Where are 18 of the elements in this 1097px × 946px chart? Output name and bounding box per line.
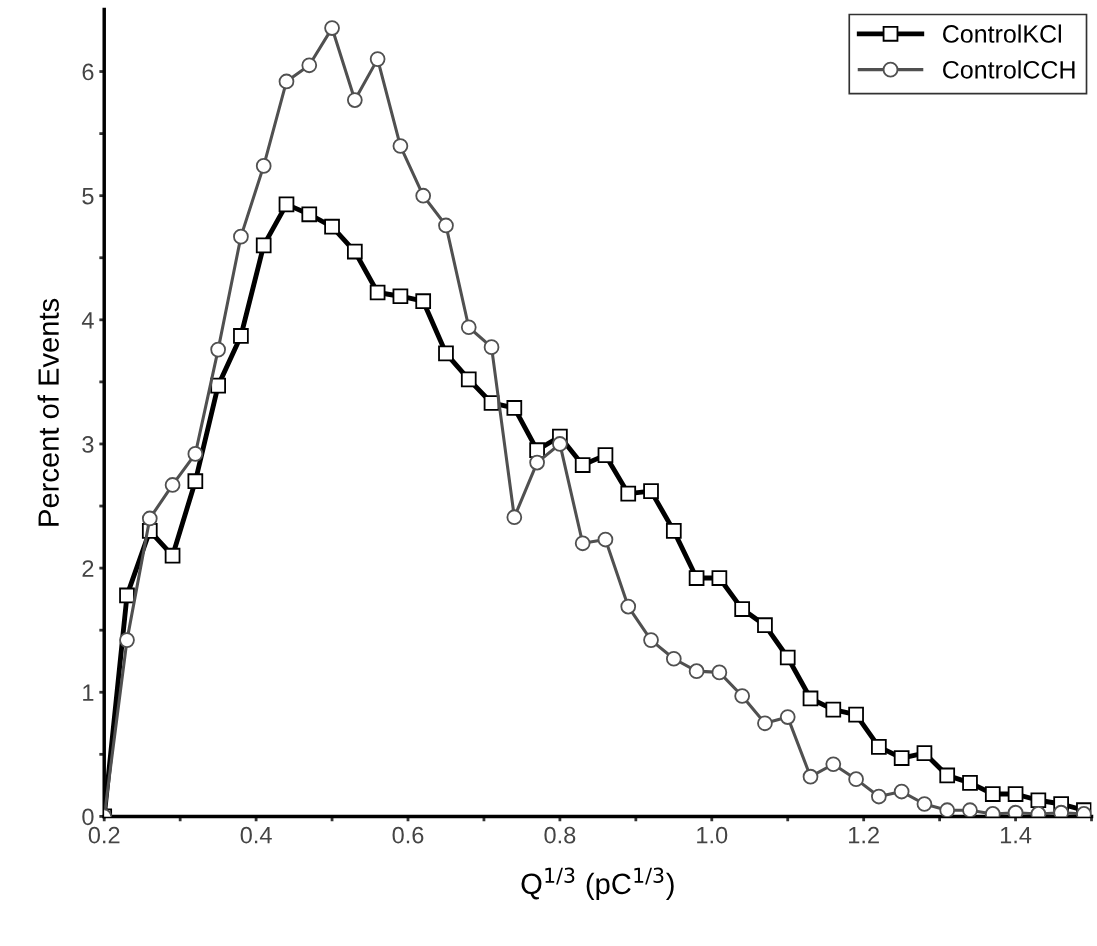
y-tick-label: 6 — [82, 63, 94, 81]
legend-label: ControlCCH — [943, 60, 1075, 79]
y-tick-label: 3 — [82, 436, 94, 453]
legend-label: ControlKCl — [943, 24, 1061, 43]
y-tick-label: 4 — [81, 312, 94, 329]
x-tick-label: 1.4 — [1000, 826, 1032, 844]
x-tick-label: 0.6 — [392, 826, 424, 844]
y-axis-title: Percent of Events — [37, 298, 59, 526]
x-axis-title: Q$^{1/3}$ (pC$^{1/3}$) — [521, 867, 674, 900]
y-tick-label: 5 — [82, 187, 94, 205]
x-tick-label: 0.2 — [88, 826, 120, 844]
y-tick-label: 2 — [82, 560, 94, 577]
y-tick-label: 0 — [82, 808, 94, 826]
x-tick-label: 0.8 — [544, 826, 576, 844]
x-tick-label: 1.2 — [849, 826, 879, 844]
y-tick-label: 1 — [83, 684, 94, 701]
x-tick-label: 0.4 — [240, 826, 272, 844]
x-tick-label: 1.0 — [697, 826, 728, 844]
